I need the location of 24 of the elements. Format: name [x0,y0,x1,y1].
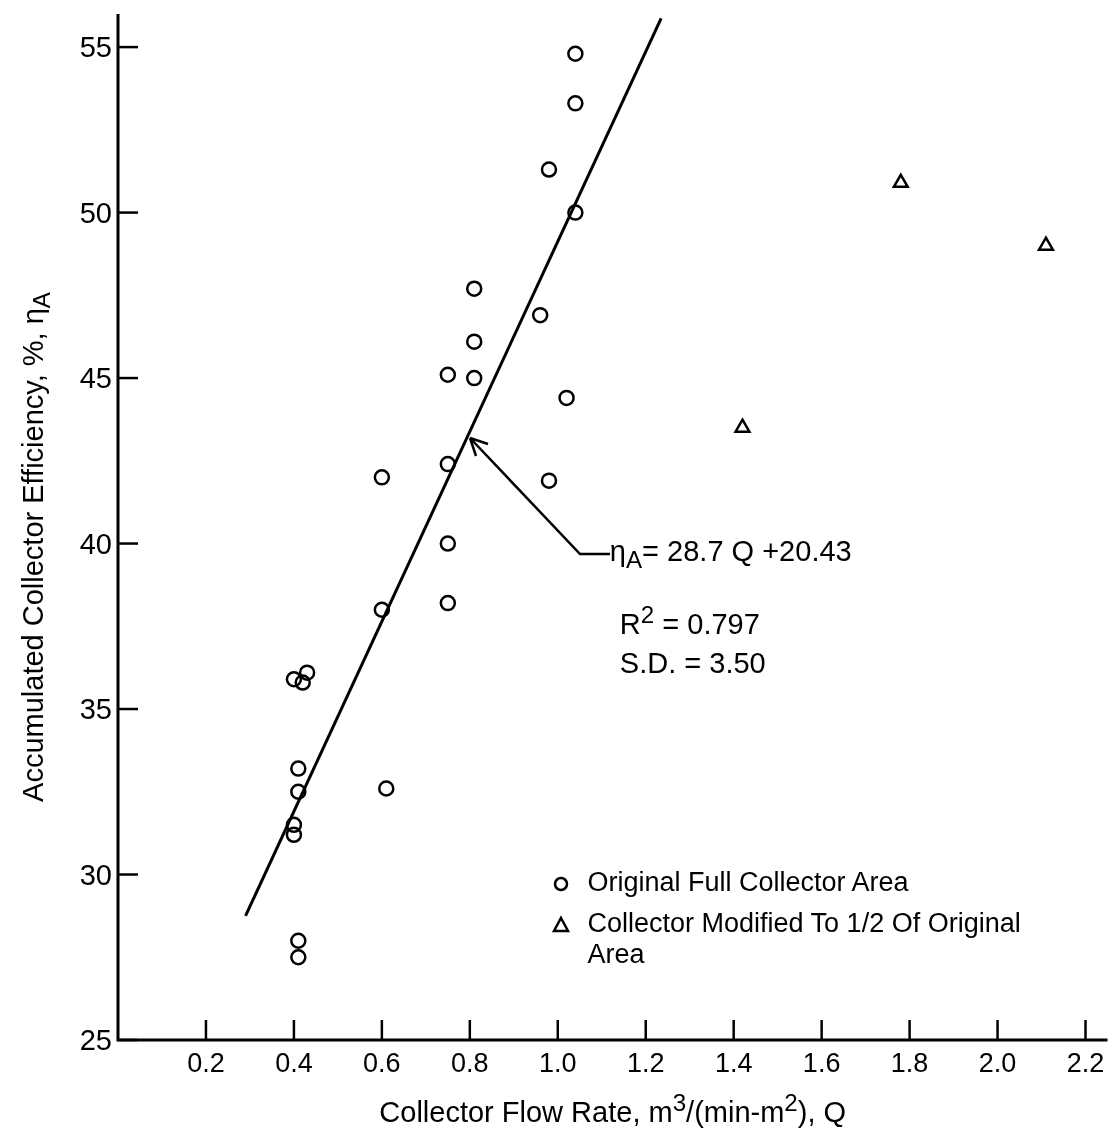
y-tick-label: 50 [79,196,112,230]
annotation: R$^{2}$ = 0.797 [619,599,760,642]
y-tick-label: 40 [79,527,112,561]
x-tick-label: 1.0 [538,1048,577,1079]
x-tick-label: 2.0 [978,1048,1017,1079]
x-tick-label: 2.2 [1066,1048,1105,1079]
y-tick-label: 45 [79,361,112,395]
annotation: S.D. = 3.50 [619,645,766,681]
y-tick-label: 55 [79,30,112,64]
y-tick-label: 25 [79,1023,112,1057]
x-tick-label: 1.6 [802,1048,841,1079]
x-tick-label: 1.4 [714,1048,753,1079]
legend-label: Collector Modified To 1/2 Of Original Area [587,908,1022,970]
x-tick-label: 0.2 [187,1048,225,1079]
x-tick-label: 0.6 [363,1048,401,1079]
x-axis-title: Collector Flow Rate, m$^{3}$/(min-m$^{2}$), Q [379,1088,847,1130]
y-tick-label: 30 [79,858,112,892]
x-tick-label: 0.8 [451,1048,489,1079]
x-tick-label: 1.8 [890,1048,929,1079]
annotation: η$_{A}$= 28.7 Q +20.43 [609,533,852,574]
legend-label: Original Full Collector Area [587,867,909,898]
y-tick-label: 35 [79,692,112,726]
x-tick-label: 1.2 [626,1048,665,1079]
x-tick-label: 0.4 [275,1048,313,1079]
